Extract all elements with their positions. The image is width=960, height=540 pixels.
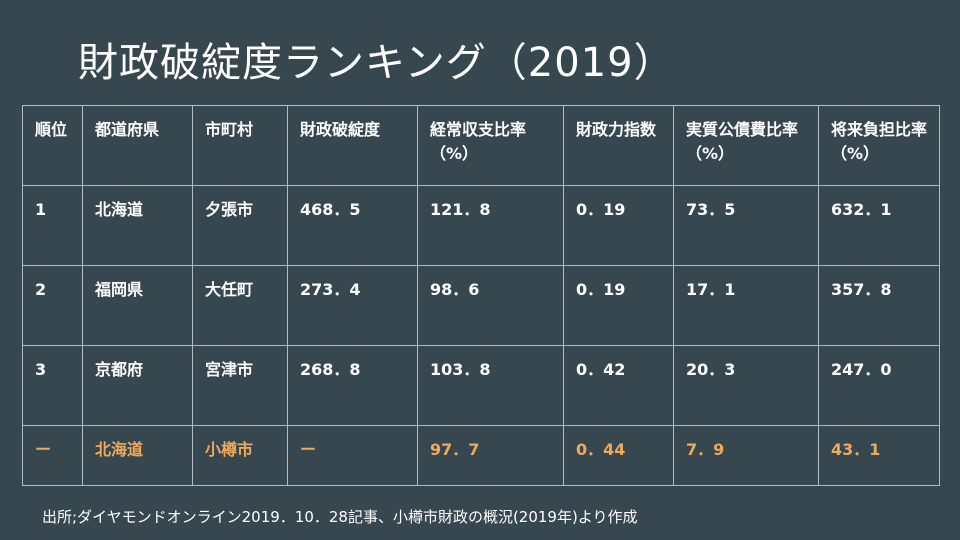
cell-rank: ー (22, 425, 83, 486)
cell-debt-service-ratio: 17．1 (673, 265, 819, 346)
cell-future-burden-ratio: 43．1 (818, 425, 940, 486)
cell-rank: 3 (22, 345, 83, 426)
source-note: 出所;ダイヤモンドオンライン2019．10．28記事、小樽市財政の概況(2019… (42, 508, 638, 526)
cell-municipality: 小樽市 (192, 425, 288, 486)
cell-municipality: 宮津市 (192, 345, 288, 426)
cell-bankruptcy-index: 273．4 (287, 265, 418, 346)
cell-current-balance-ratio: 103．8 (417, 345, 564, 426)
table-row: 1 北海道 夕張市 468．5 121．8 0．19 73．5 632．1 (22, 185, 940, 266)
table-header-row: 順位 都道府県 市町村 財政破綻度 経常収支比率（%） 財政力指数 実質公債費比… (22, 105, 940, 186)
cell-prefecture: 北海道 (82, 185, 193, 266)
cell-current-balance-ratio: 121．8 (417, 185, 564, 266)
cell-municipality: 大任町 (192, 265, 288, 346)
cell-prefecture: 北海道 (82, 425, 193, 486)
cell-prefecture: 福岡県 (82, 265, 193, 346)
page-title: 財政破綻度ランキング（2019） (78, 40, 675, 86)
cell-fiscal-strength-index: 0．19 (563, 185, 674, 266)
cell-bankruptcy-index: 268．8 (287, 345, 418, 426)
cell-future-burden-ratio: 247．0 (818, 345, 940, 426)
cell-bankruptcy-index: 468．5 (287, 185, 418, 266)
cell-rank: 1 (22, 185, 83, 266)
header-fiscal-strength-index: 財政力指数 (563, 105, 674, 186)
table-row: 3 京都府 宮津市 268．8 103．8 0．42 20．3 247．0 (22, 345, 940, 426)
header-future-burden-ratio: 将来負担比率（%） (818, 105, 940, 186)
cell-fiscal-strength-index: 0．44 (563, 425, 674, 486)
header-bankruptcy-index: 財政破綻度 (287, 105, 418, 186)
cell-fiscal-strength-index: 0．19 (563, 265, 674, 346)
header-prefecture: 都道府県 (82, 105, 193, 186)
ranking-table: 順位 都道府県 市町村 財政破綻度 経常収支比率（%） 財政力指数 実質公債費比… (22, 105, 940, 486)
cell-bankruptcy-index: ー (287, 425, 418, 486)
header-rank: 順位 (22, 105, 83, 186)
cell-current-balance-ratio: 98．6 (417, 265, 564, 346)
cell-debt-service-ratio: 7．9 (673, 425, 819, 486)
cell-future-burden-ratio: 357．8 (818, 265, 940, 346)
cell-prefecture: 京都府 (82, 345, 193, 426)
cell-debt-service-ratio: 20．3 (673, 345, 819, 426)
cell-debt-service-ratio: 73．5 (673, 185, 819, 266)
header-current-balance-ratio: 経常収支比率（%） (417, 105, 564, 186)
header-debt-service-ratio: 実質公債費比率（%） (673, 105, 819, 186)
cell-fiscal-strength-index: 0．42 (563, 345, 674, 426)
table-row-highlighted: ー 北海道 小樽市 ー 97．7 0．44 7．9 43．1 (22, 425, 940, 486)
table-row: 2 福岡県 大任町 273．4 98．6 0．19 17．1 357．8 (22, 265, 940, 346)
cell-future-burden-ratio: 632．1 (818, 185, 940, 266)
cell-rank: 2 (22, 265, 83, 346)
cell-municipality: 夕張市 (192, 185, 288, 266)
header-municipality: 市町村 (192, 105, 288, 186)
cell-current-balance-ratio: 97．7 (417, 425, 564, 486)
